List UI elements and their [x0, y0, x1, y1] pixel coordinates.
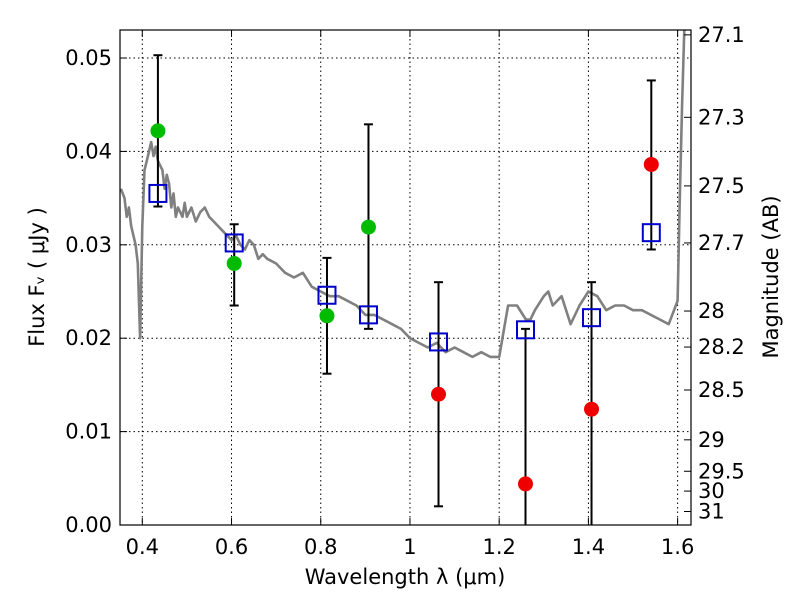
- observed-point-undetected: [517, 476, 533, 492]
- model-photometry-layer: [148, 183, 661, 352]
- x-tick-label: 1.2: [482, 535, 515, 559]
- right-tick-label: 27.7: [698, 231, 745, 255]
- observed-point-detected: [319, 308, 335, 324]
- y-axis-ticks: 0.00 0.01 0.02 0.03 0.04 0.05: [65, 46, 127, 537]
- y-tick-label: 0.00: [65, 513, 112, 537]
- observed-point-detected: [150, 123, 166, 139]
- model-sed-layer: [119, 29, 686, 359]
- plot-frame: [119, 29, 692, 526]
- right-tick-label: 28: [698, 299, 725, 323]
- model-photometry-box: [358, 305, 378, 325]
- model-photometry-box: [515, 320, 535, 340]
- right-tick-label: 29.5: [698, 459, 745, 483]
- y-tick-label: 0.02: [65, 326, 112, 350]
- x-tick-label: 0.6: [215, 535, 248, 559]
- right-tick-label: 27.1: [698, 23, 745, 47]
- right-tick-label: 30: [698, 479, 725, 503]
- right-tick-label: 29: [698, 428, 725, 452]
- errorbar-layer: [153, 54, 656, 525]
- x-tick-label: 0.8: [304, 535, 337, 559]
- observed-point-undetected: [431, 386, 447, 402]
- x-tick-label: 1.6: [661, 535, 694, 559]
- x-tick-label: 1.4: [572, 535, 605, 559]
- observed-point-detected: [360, 219, 376, 235]
- right-axis-label: Magnitude (AB): [759, 195, 783, 358]
- grid-lines: [120, 30, 691, 526]
- y-tick-label: 0.05: [65, 46, 112, 70]
- y-tick-label: 0.04: [65, 139, 112, 163]
- model-sed-curve: [119, 29, 686, 359]
- right-tick-label: 28.2: [698, 335, 745, 359]
- model-photometry-box: [641, 223, 661, 243]
- observed-point-undetected: [643, 156, 659, 172]
- observed-point-undetected: [584, 401, 600, 417]
- observed-point-detected: [226, 255, 242, 271]
- observed-photometry-layer: [150, 123, 659, 492]
- x-tick-label: 1: [403, 535, 416, 559]
- model-photometry-box: [224, 233, 244, 253]
- x-tick-label: 0.4: [126, 535, 159, 559]
- right-tick-label: 27.3: [698, 105, 745, 129]
- model-photometry-box: [582, 308, 602, 328]
- right-tick-label: 31: [698, 500, 725, 524]
- model-photometry-box: [429, 332, 449, 352]
- x-axis-label: Wavelength λ (μm): [305, 565, 506, 589]
- y-tick-label: 0.01: [65, 420, 112, 444]
- y-tick-label: 0.03: [65, 233, 112, 257]
- x-axis-ticks: 0.4 0.6 0.8 1 1.2 1.4 1.6: [126, 30, 694, 559]
- model-photometry-box: [148, 183, 168, 203]
- right-tick-label: 28.5: [698, 378, 745, 402]
- y-axis-label: Flux Fᵥ ( μJy ): [25, 207, 49, 347]
- model-photometry-box: [317, 285, 337, 305]
- right-tick-label: 27.5: [698, 174, 745, 198]
